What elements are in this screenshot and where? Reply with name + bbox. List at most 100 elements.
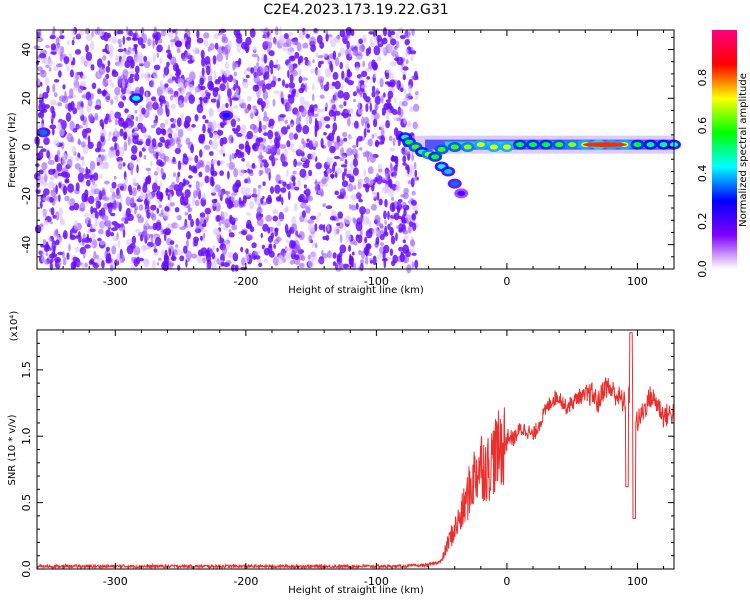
spectrogram-noise-cell xyxy=(252,84,259,92)
spectrogram-noise-cell xyxy=(367,138,373,147)
spectrogram-noise-cell xyxy=(407,151,411,161)
spectrogram-noise-cell xyxy=(89,40,95,51)
spectrogram-noise-cell xyxy=(250,67,255,74)
spectrogram-noise-cell xyxy=(400,251,404,256)
spectrogram-noise-cell xyxy=(233,71,237,77)
spectrogram-noise-cell xyxy=(270,145,276,152)
spectrogram-noise-cell xyxy=(222,153,226,157)
spectrogram-noise-cell xyxy=(327,132,335,142)
spectrogram-noise-cell xyxy=(119,128,124,137)
spectrogram-noise-cell xyxy=(292,39,299,46)
spectrogram-noise-cell xyxy=(370,37,373,45)
spectrogram-noise-cell xyxy=(134,65,140,74)
spectrogram-noise-cell xyxy=(315,162,323,170)
spectrogram-noise-cell xyxy=(308,169,313,177)
spectrogram-noise-cell xyxy=(284,119,289,125)
spectrogram-noise-cell xyxy=(267,129,274,140)
spectrogram-noise-cell xyxy=(66,66,70,72)
spectrogram-noise-cell xyxy=(240,127,244,134)
spectrogram-noise-cell xyxy=(181,56,187,62)
spectrogram-noise-cell xyxy=(170,103,176,110)
spectrogram-noise-cell xyxy=(364,208,371,215)
spectrogram-noise-cell xyxy=(114,119,118,126)
spectrogram-noise-cell xyxy=(202,257,206,264)
spectrogram-noise-cell xyxy=(268,226,276,233)
spectrogram-noise-cell xyxy=(303,29,308,34)
spectrogram-noise-cell xyxy=(371,203,377,211)
spectrogram-noise-cell xyxy=(288,146,293,151)
spectrogram-noise-cell xyxy=(263,247,270,256)
spectrogram-noise-cell xyxy=(341,180,349,188)
spectrogram-noise-cell xyxy=(169,73,173,81)
spectrogram-noise-cell xyxy=(286,47,294,56)
spectrogram-noise-cell xyxy=(138,55,142,65)
spectrogram-noise-cell xyxy=(103,31,109,42)
spectrogram-noise-cell xyxy=(307,254,311,260)
spectrogram-noise-cell xyxy=(53,79,60,83)
spectrogram-noise-cell xyxy=(365,229,373,239)
spectrogram-noise-cell xyxy=(84,262,88,268)
spectrogram-noise-cell xyxy=(126,26,129,36)
spectrogram-noise-cell xyxy=(380,134,385,144)
spectrogram-noise-cell xyxy=(181,85,187,94)
spectrogram-noise-cell xyxy=(179,226,186,231)
spectrogram-noise-cell xyxy=(411,153,414,162)
spectrogram-noise-cell xyxy=(263,31,268,40)
spectrogram-noise-cell xyxy=(99,215,105,219)
spectrogram-noise-cell xyxy=(72,85,79,92)
spectrogram-noise-cell xyxy=(397,206,401,214)
spectrogram-noise-cell xyxy=(58,194,61,202)
spectrogram-noise-cell xyxy=(355,55,362,60)
spectrogram-noise-cell xyxy=(69,69,74,78)
spectrogram-noise-cell xyxy=(232,127,236,132)
spectrogram-noise-cell xyxy=(262,195,265,200)
spectrogram-noise-cell xyxy=(291,240,296,247)
spectrogram-noise-cell xyxy=(180,113,184,121)
spectrogram-noise-cell xyxy=(49,261,53,271)
spectrogram-noise-cell xyxy=(40,148,47,153)
spectrogram-noise-cell xyxy=(72,36,76,40)
spectrogram-noise-cell xyxy=(98,228,104,235)
spectrogram-noise-cell xyxy=(253,254,261,260)
spectrogram-trace-core xyxy=(431,154,440,160)
spectrogram-noise-cell xyxy=(356,191,361,200)
spectrogram-noise-cell xyxy=(204,119,209,124)
spectrogram-noise-cell xyxy=(94,104,102,110)
spectrogram-noise-cell xyxy=(85,44,89,53)
spectrogram-noise-cell xyxy=(61,171,68,178)
spectrogram-noise-cell xyxy=(118,43,123,48)
spectrogram-noise-cell xyxy=(337,90,344,99)
spectrogram-noise-cell xyxy=(90,206,94,215)
spectrogram-noise-cell xyxy=(350,108,354,113)
spectrogram-noise-cell xyxy=(302,42,309,49)
spectrogram-noise-cell xyxy=(175,244,179,248)
spectrogram-noise-cell xyxy=(171,118,177,124)
spectrogram-noise-cell xyxy=(120,58,123,65)
spectrogram-noise-cell xyxy=(249,28,256,38)
spectrogram-noise-cell xyxy=(204,175,210,184)
spectrogram-noise-cell xyxy=(344,194,348,200)
spectrogram-noise-cell xyxy=(147,246,152,250)
spectrogram-noise-cell xyxy=(278,194,282,202)
spectrogram-noise-cell xyxy=(411,252,417,256)
spectrogram-noise-cell xyxy=(334,80,341,90)
spectrogram-noise-cell xyxy=(411,190,416,196)
spectrogram-noise-cell xyxy=(159,85,165,91)
spectrogram-noise-cell xyxy=(258,169,263,177)
spectrogram-noise-cell xyxy=(229,154,232,163)
spectrogram-noise-cell xyxy=(110,146,115,152)
spectrogram-noise-cell xyxy=(411,75,416,81)
spectrogram-noise-cell xyxy=(205,65,211,76)
spectrogram-noise-cell xyxy=(383,103,390,111)
spectrogram-noise-cell xyxy=(357,101,361,110)
spectrogram-noise-cell xyxy=(188,84,195,92)
spectrogram-noise-cell xyxy=(204,90,208,94)
spectrogram-noise-cell xyxy=(165,49,171,54)
spectrogram-noise-cell xyxy=(238,168,245,177)
spectrogram-noise-cell xyxy=(365,184,370,193)
spectrogram-trace-core xyxy=(568,142,577,148)
spectrogram-noise-cell xyxy=(301,155,307,162)
spectrogram-noise-cell xyxy=(183,119,190,129)
spectrogram-noise-cell xyxy=(85,91,92,101)
